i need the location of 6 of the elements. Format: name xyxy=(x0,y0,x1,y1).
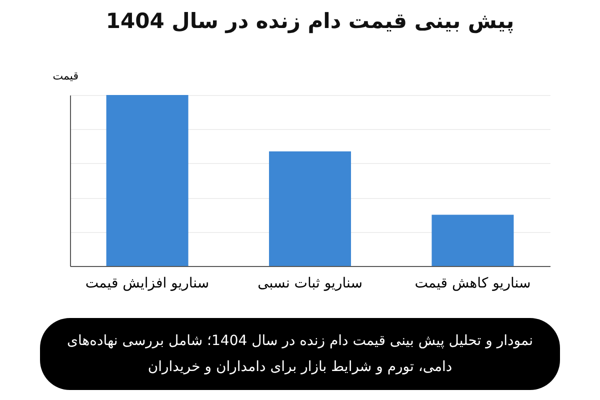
x-tick-label: سناریو کاهش قیمت xyxy=(414,276,531,292)
x-tick-label: سناریو افزایش قیمت xyxy=(85,276,210,292)
chart-title: پیش بینی قیمت دام زنده در سال 1404 xyxy=(106,9,514,34)
y-axis-title: قیمت xyxy=(52,70,78,82)
x-tick-label: سناریو ثبات نسبی xyxy=(258,276,362,292)
text: نمودار و تحلیل پیش بینی قیمت دام زنده در سال 1404؛ شامل بررسی نهاده‌های دامی، تورم و شرایط بازار برای دامداران و خریداران xyxy=(40,318,560,390)
